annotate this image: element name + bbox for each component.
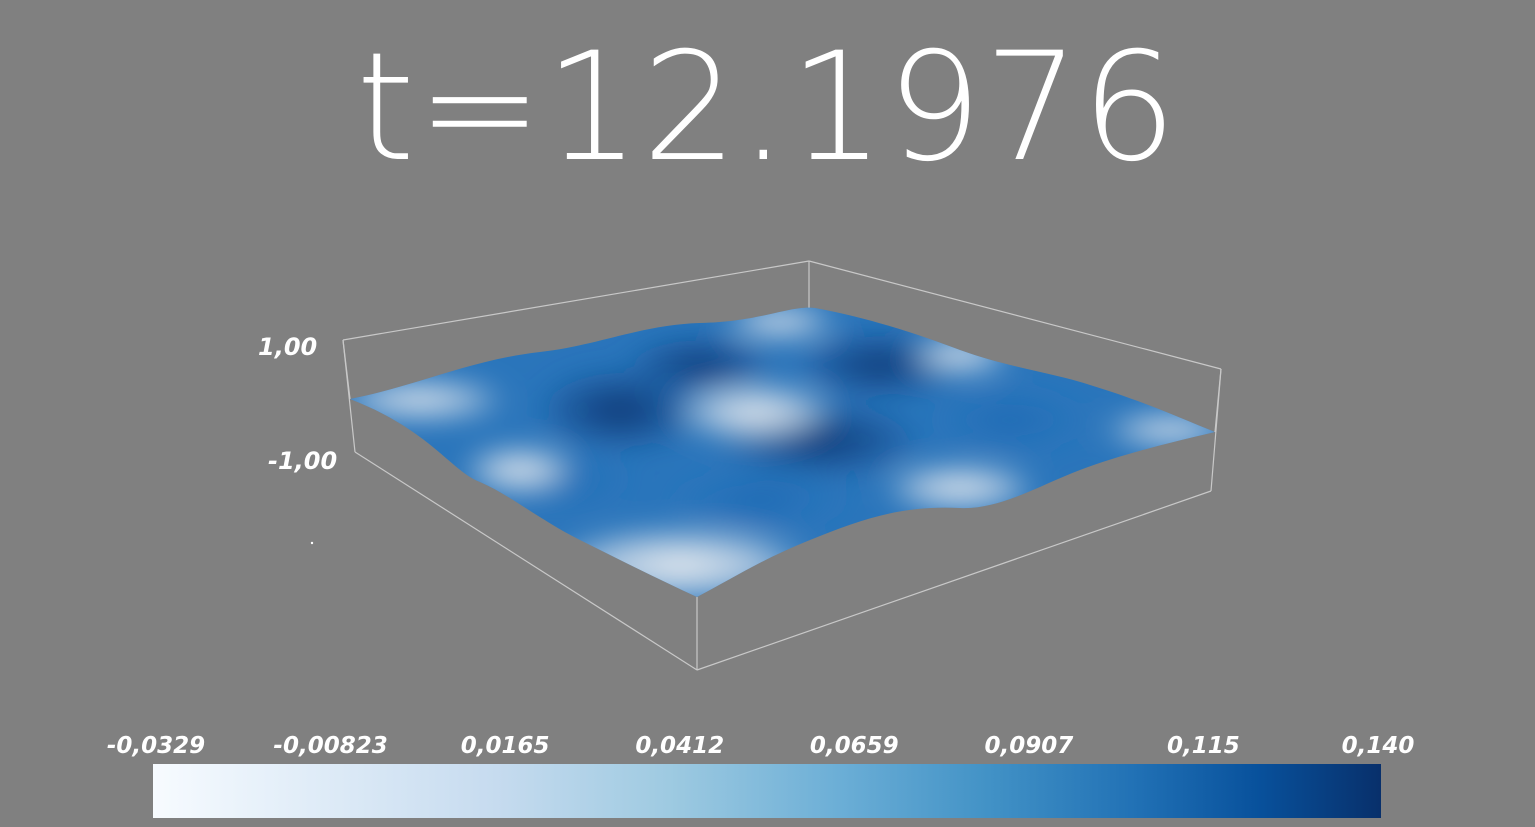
colorbar-tick-labels: -0,0329 -0,00823 0,0165 0,0412 0,0659 0,0907 0… — [0, 732, 1535, 762]
colorbar-tick-label: -0,0329 — [106, 733, 206, 759]
z-axis-max-label: 1,00 — [258, 333, 318, 361]
bounding-box — [342, 260, 1222, 671]
colorbar-tick-label: 0,115 — [1167, 733, 1240, 759]
colorbar-tick-label: 0,0659 — [809, 733, 899, 759]
bounding-box-front — [342, 339, 1222, 433]
colorbar — [153, 764, 1381, 818]
z-axis-min-label: -1,00 — [268, 447, 338, 475]
colorbar-tick-label: 0,0165 — [460, 733, 550, 759]
colorbar-tick-label: 0,0907 — [984, 733, 1074, 759]
origin-dot — [310, 541, 314, 545]
colorbar-tick-label: -0,00823 — [273, 733, 388, 759]
time-annotation: t=12.1976 — [356, 21, 1179, 195]
colorbar-tick-label: 0,140 — [1341, 733, 1415, 759]
colorbar-tick-label: 0,0412 — [635, 733, 725, 759]
wave-surface[interactable] — [330, 304, 1240, 605]
